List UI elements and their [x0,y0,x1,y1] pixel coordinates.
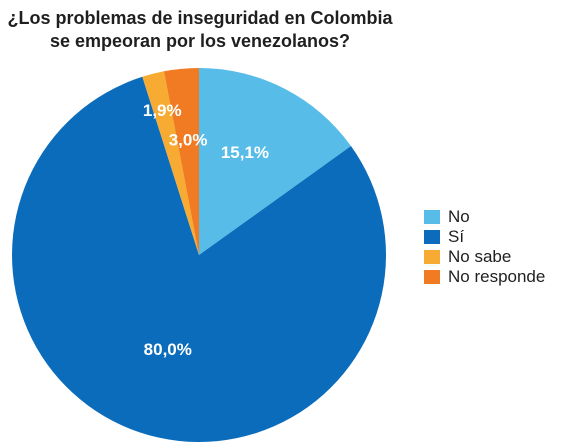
legend-swatch [424,270,440,284]
legend: No Sí No sabe No responde [424,207,545,287]
pie-label-sí: 80,0% [144,340,192,359]
pie-slice-no [199,68,351,255]
pie-labels: 15,1% 80,0% 1,9% 3,0% [143,101,269,359]
pie-slice-no-sabe [142,71,199,255]
chart-title-line-2: se empeoran por los venezolanos? [49,31,351,51]
legend-label: Sí [448,227,465,246]
legend-item: No sabe [424,247,545,267]
pie-label-no-responde: 3,0% [169,131,208,150]
legend-swatch [424,250,440,264]
legend-item: No responde [424,267,545,287]
legend-swatch [424,210,440,224]
legend-swatch [424,230,440,244]
legend-label: No sabe [448,247,512,266]
legend-label: No [448,207,470,226]
pie-label-no: 15,1% [221,143,269,162]
legend-label: No responde [448,267,546,286]
pie-label-no-sabe: 1,9% [143,101,182,120]
legend-item: Sí [424,227,545,247]
pie-slice-no-responde [163,68,199,255]
pie-slice-sí [12,76,387,442]
chart-title-line-1: ¿Los problemas de inseguridad en Colombi… [7,8,393,28]
legend-item: No [424,207,545,227]
pie-slices [12,68,387,442]
